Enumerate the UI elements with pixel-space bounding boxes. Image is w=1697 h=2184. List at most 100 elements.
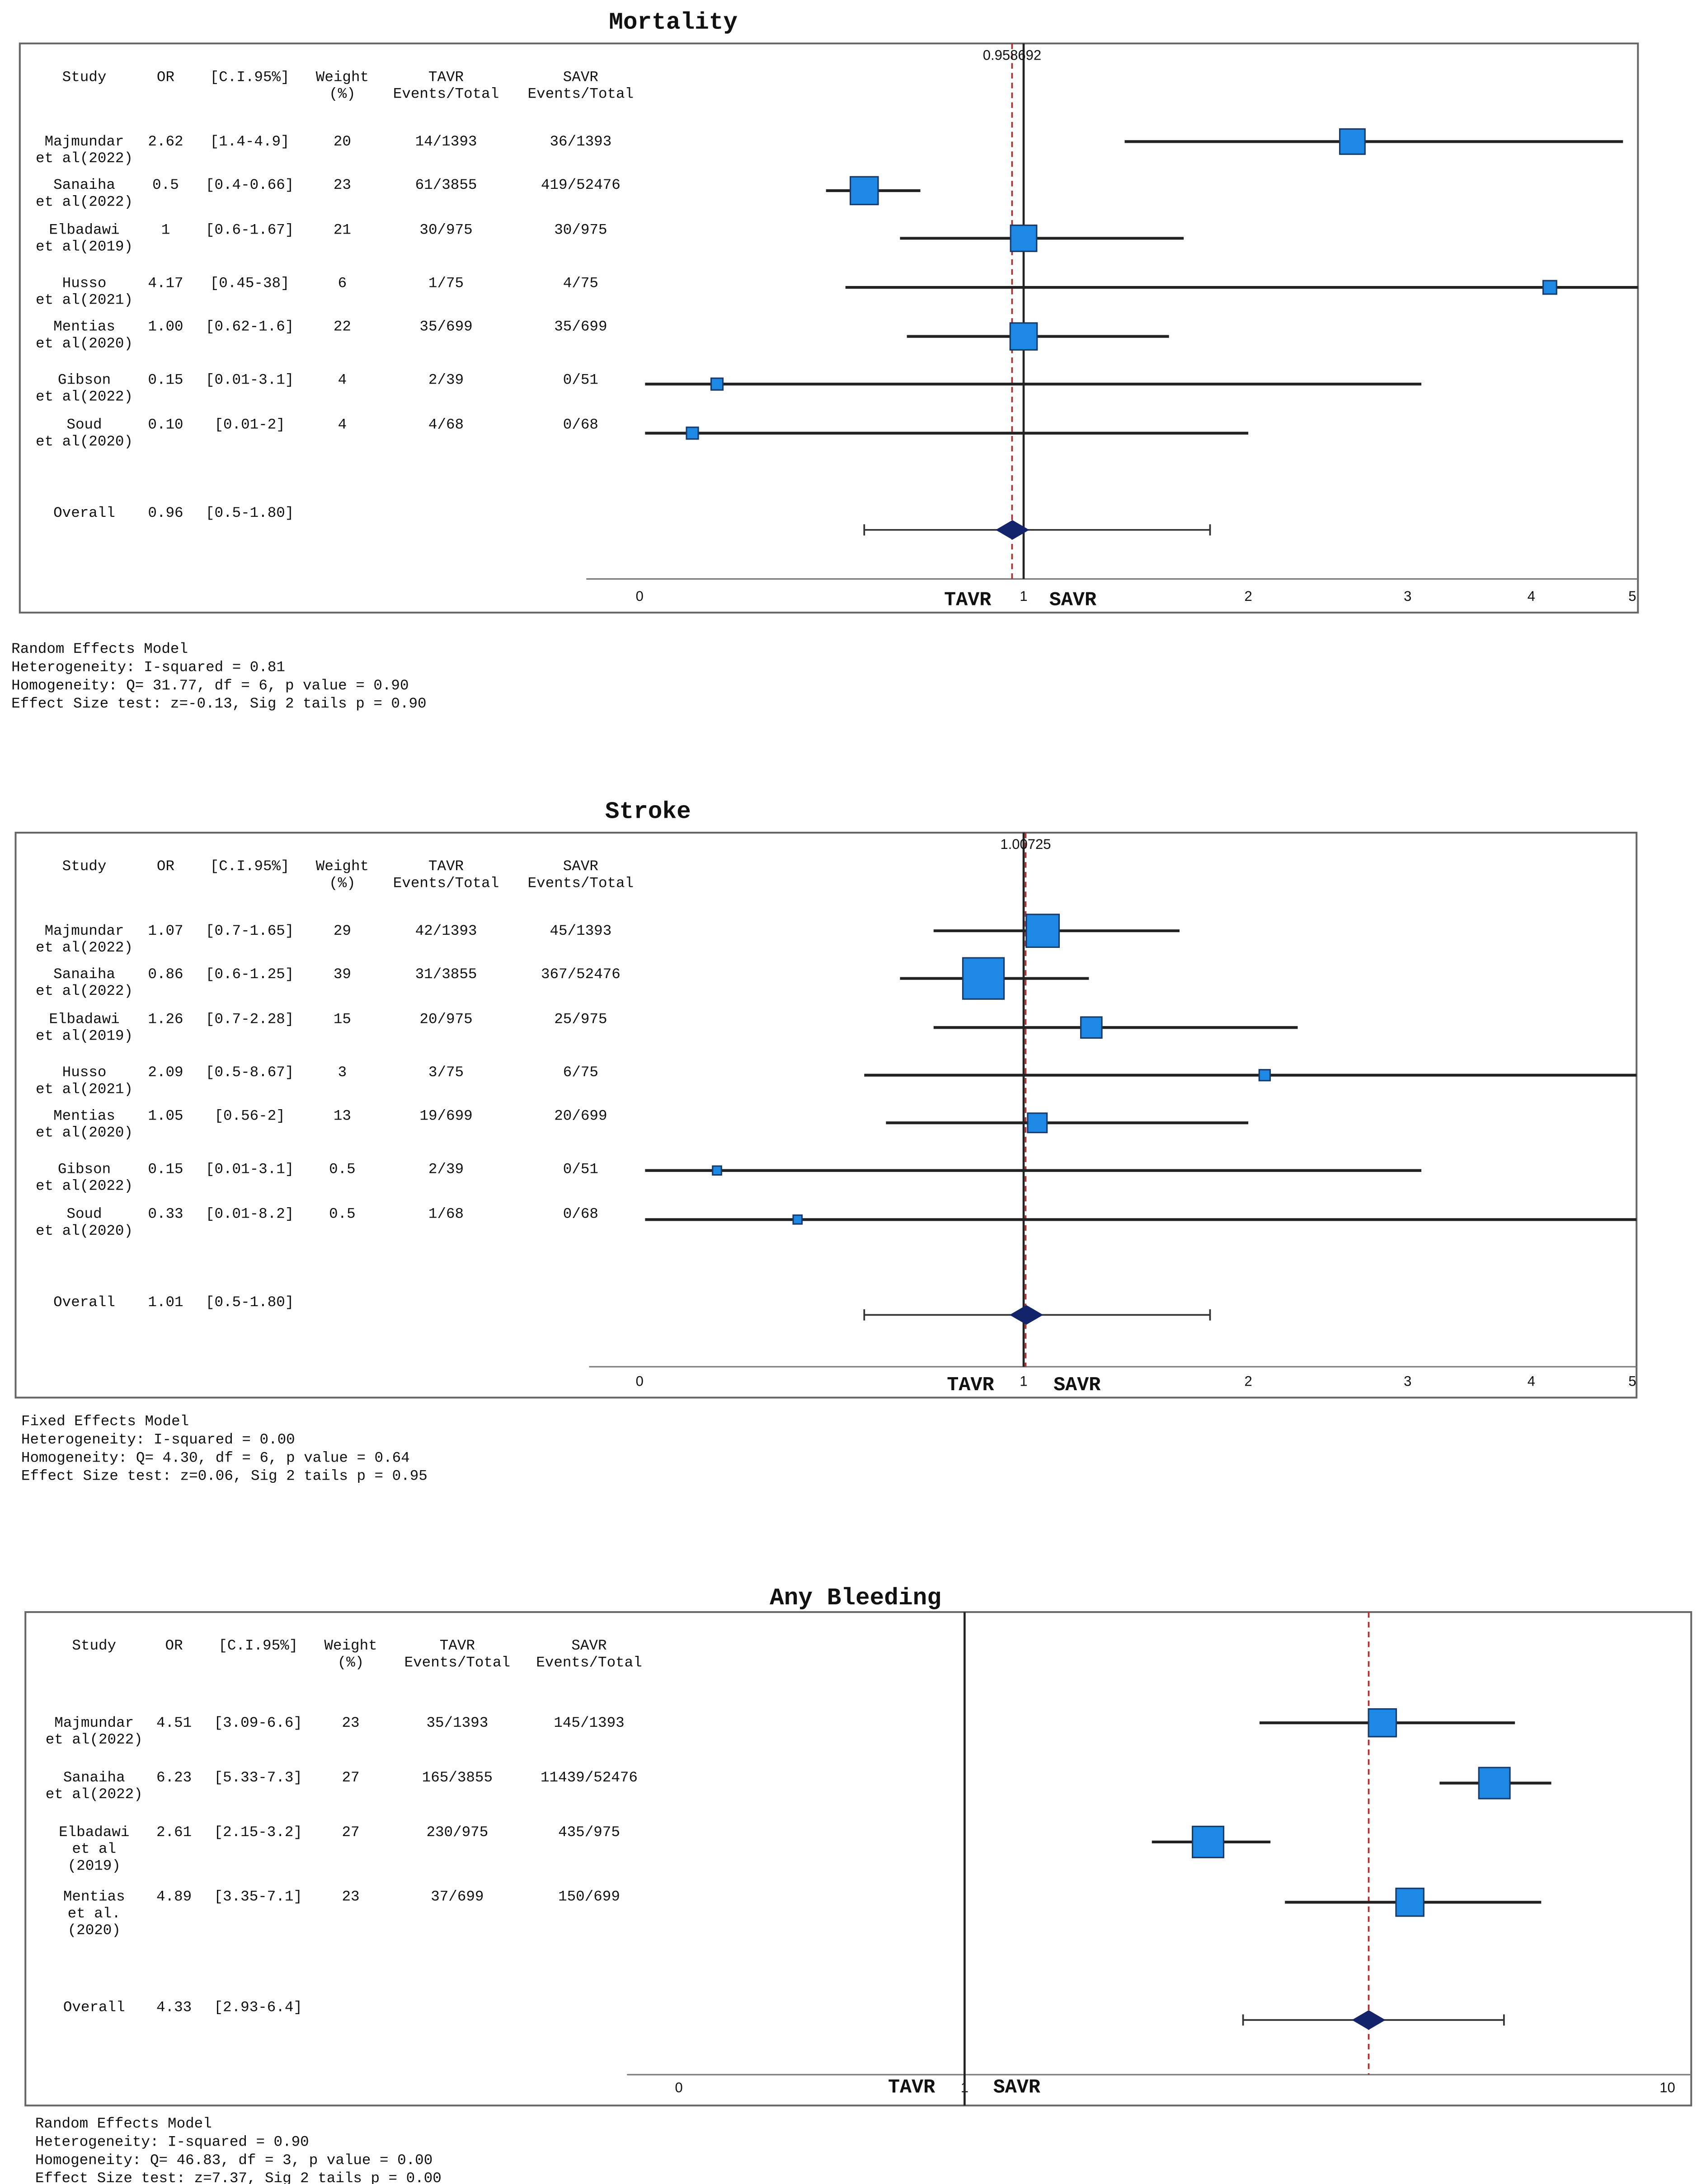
- study-name: Elbadawi: [59, 1824, 129, 1841]
- column-header: (%): [329, 85, 356, 102]
- ci-label: [3.09-6.6]: [214, 1715, 302, 1731]
- x-tick-label: 3: [1404, 1373, 1411, 1389]
- effect-square: [1080, 1016, 1103, 1039]
- ci-label: [0.7-1.65]: [206, 923, 294, 939]
- study-name: Majmundar: [45, 133, 124, 150]
- tavr-events: 3/75: [428, 1064, 464, 1081]
- study-name: et al(2020): [36, 335, 133, 352]
- weight: 0.5: [329, 1161, 356, 1177]
- savr-events: 0/51: [563, 1161, 598, 1177]
- savr-events: 4/75: [563, 275, 598, 291]
- ci-label: [0.62-1.6]: [206, 319, 294, 335]
- study-name: et al(2022): [46, 1786, 143, 1803]
- x-tick-label: 1: [1020, 588, 1027, 604]
- x-tick-label: 5: [1628, 588, 1636, 604]
- right-label: SAVR: [993, 2076, 1041, 2099]
- overall-or: 0.96: [148, 505, 183, 521]
- stats-line: Heterogeneity: I-squared = 0.81: [11, 659, 285, 675]
- column-header: [C.I.95%]: [210, 858, 290, 875]
- study-name: et al(2021): [36, 1081, 133, 1097]
- savr-events: 0/68: [563, 417, 598, 433]
- study-name: et al(2022): [36, 939, 133, 956]
- column-header: SAVR: [571, 1637, 606, 1654]
- study-name: et al(2021): [36, 292, 133, 309]
- weight: 29: [334, 923, 351, 939]
- overall-or: 4.33: [156, 1999, 192, 2016]
- savr-events: 0/68: [563, 1206, 598, 1223]
- effect-square: [850, 176, 879, 206]
- ci-label: [0.6-1.25]: [206, 966, 294, 983]
- savr-events: 30/975: [554, 221, 607, 238]
- effect-square: [686, 426, 699, 440]
- study-name: et al(2022): [36, 1177, 133, 1194]
- x-tick-label: 4: [1528, 1373, 1535, 1389]
- x-tick-label: 4: [1528, 588, 1535, 604]
- or-value: 1.07: [148, 923, 183, 939]
- study-name: et al.: [68, 1905, 121, 1922]
- stats-line: Random Effects Model: [11, 641, 188, 657]
- effect-square: [1010, 225, 1038, 252]
- study-name: Mentias: [53, 319, 115, 335]
- or-value: 0.5: [152, 177, 179, 193]
- overall-ci: [0.5-1.80]: [206, 505, 294, 521]
- effect-square: [1258, 1069, 1271, 1082]
- ci-label: [0.01-3.1]: [206, 371, 294, 388]
- or-value: 4.17: [148, 275, 183, 291]
- study-name: et al(2022): [36, 193, 133, 210]
- study-markers: [645, 914, 1637, 1225]
- column-header: SAVR: [563, 69, 598, 85]
- study-name: Sanaiha: [63, 1769, 125, 1786]
- weight: 20: [334, 133, 351, 150]
- savr-events: 435/975: [558, 1824, 620, 1841]
- effect-square: [962, 957, 1005, 1000]
- column-header: Events/Total: [536, 1654, 642, 1671]
- effect-square: [792, 1214, 803, 1225]
- stats-line: Heterogeneity: I-squared = 0.00: [21, 1431, 295, 1448]
- or-value: 0.15: [148, 1161, 183, 1177]
- effect-square: [1339, 128, 1366, 155]
- chart-title: Any Bleeding: [770, 1584, 941, 1612]
- weight: 3: [338, 1064, 347, 1081]
- savr-events: 6/75: [563, 1064, 598, 1081]
- effect-square: [1395, 1888, 1424, 1917]
- or-value: 2.61: [156, 1824, 192, 1841]
- weight: 23: [342, 1889, 359, 1905]
- stats-line: Effect Size test: z=0.06, Sig 2 tails p …: [21, 1468, 428, 1485]
- x-tick-label: 5: [1628, 1373, 1636, 1389]
- study-name: et al: [72, 1841, 116, 1857]
- column-header: Weight: [316, 858, 369, 875]
- effect-square: [712, 1165, 722, 1176]
- tavr-events: 1/68: [428, 1206, 464, 1223]
- overall-label: Overall: [53, 1294, 115, 1311]
- x-tick-label: 2: [1244, 588, 1252, 604]
- right-label: SAVR: [1053, 1374, 1101, 1397]
- savr-events: 25/975: [554, 1011, 607, 1027]
- x-tick-label: 2: [1244, 1373, 1252, 1389]
- study-markers: [645, 128, 1638, 440]
- column-header: [C.I.95%]: [218, 1637, 298, 1654]
- tavr-events: 4/68: [428, 417, 464, 433]
- ci-label: [5.33-7.3]: [214, 1769, 302, 1786]
- x-tick-label: 10: [1659, 2080, 1675, 2095]
- effect-square: [710, 377, 724, 391]
- chart-title: Mortality: [609, 9, 738, 36]
- effect-square: [1009, 322, 1038, 351]
- column-header: OR: [157, 858, 174, 875]
- x-tick-label: 0: [636, 1373, 644, 1389]
- plot-frame: [24, 1611, 1692, 2107]
- overall-diamond: [1352, 2010, 1386, 2030]
- weight: 4: [338, 371, 347, 388]
- left-label: TAVR: [944, 589, 992, 611]
- reference-label: 1.00725: [1000, 836, 1051, 852]
- savr-events: 35/699: [554, 319, 607, 335]
- weight: 27: [342, 1769, 359, 1786]
- overall-diamond: [1009, 1305, 1044, 1325]
- tavr-events: 2/39: [428, 371, 464, 388]
- study-name: et al(2022): [36, 983, 133, 999]
- study-name: et al(2022): [36, 389, 133, 405]
- column-header: (%): [329, 875, 356, 891]
- column-header: TAVR: [428, 69, 464, 85]
- study-name: et al(2022): [46, 1731, 143, 1748]
- savr-events: 419/52476: [541, 177, 621, 193]
